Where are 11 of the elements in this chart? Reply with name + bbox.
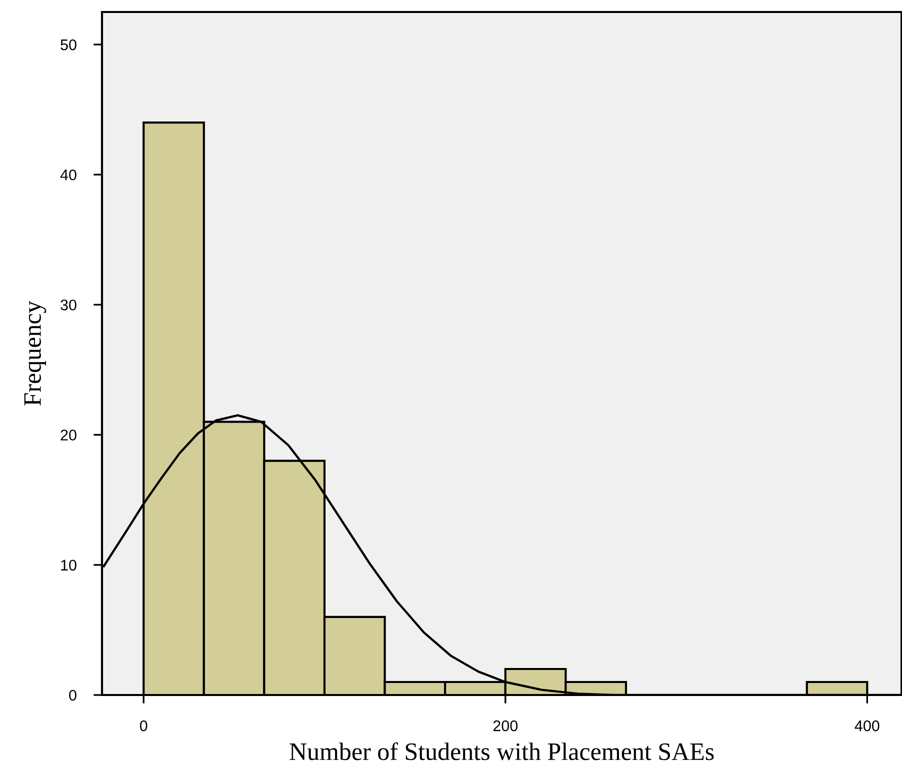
x-axis-title: Number of Students with Placement SAEs <box>290 742 714 760</box>
y-tick-label: 10 <box>61 560 76 571</box>
x-tick-label: 200 <box>493 720 518 732</box>
y-tick-label: 20 <box>60 430 76 440</box>
y-tick-label: 50 <box>60 39 76 50</box>
y-tick-label: 30 <box>60 300 76 310</box>
y-axis-title: Frequency <box>24 300 46 406</box>
x-tick-label: 0 <box>140 720 148 732</box>
y-tick-label: 40 <box>60 169 76 180</box>
y-tick-label: 0 <box>69 690 76 701</box>
x-tick-label: 400 <box>854 720 880 732</box>
